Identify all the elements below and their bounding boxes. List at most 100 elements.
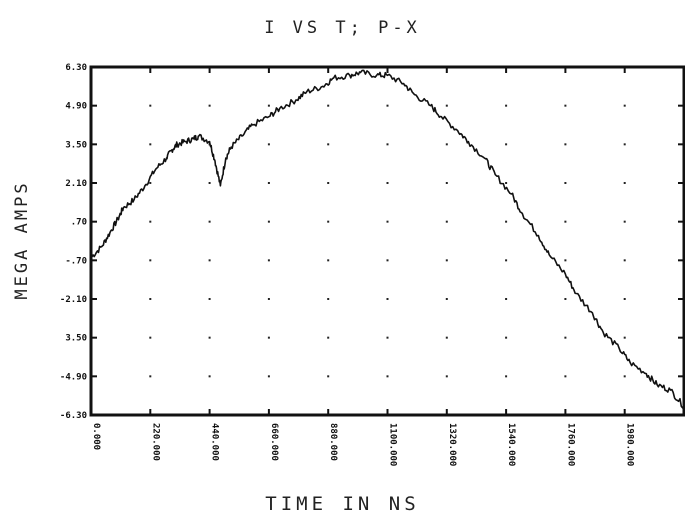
grid-dot [149, 143, 152, 146]
y-tick-label: -.70 [65, 256, 87, 266]
grid-dot [267, 375, 270, 378]
grid-dot [445, 220, 448, 223]
grid-dot [505, 182, 508, 184]
grid-dot [267, 298, 270, 300]
grid-dot [327, 336, 330, 339]
grid-dot [267, 259, 270, 262]
grid-dot [505, 143, 508, 146]
grid-dot [445, 182, 448, 184]
grid-dot [505, 375, 508, 378]
y-tick-label: 3.50 [65, 140, 87, 150]
grid-dot [149, 104, 152, 107]
grid-dot [267, 104, 270, 107]
grid-dot [208, 220, 211, 223]
grid-dot [445, 143, 448, 146]
grid-dot [386, 259, 389, 262]
grid-dot [386, 143, 389, 146]
grid-dot [149, 182, 152, 184]
y-tick-label: 3.50 [65, 334, 87, 344]
x-tick-label: 0.000 [91, 423, 101, 450]
grid-dot [208, 259, 211, 262]
plot-frame [89, 65, 685, 417]
x-tick-label: 440.000 [210, 423, 220, 461]
grid-dot [327, 259, 330, 262]
grid-dot [505, 336, 508, 339]
x-tick-label: 1320.000 [447, 423, 457, 466]
series-line [90, 69, 685, 409]
grid-dot [267, 336, 270, 339]
grid-dot [149, 375, 152, 378]
grid-dot [445, 298, 448, 300]
x-tick-label: 1980.000 [625, 423, 635, 466]
y-ticks: 6.30 4.90 3.50 2.10 .70 -.70 -2.10 3.50 -4.90 -6.… [60, 63, 684, 421]
grid-dot [564, 143, 567, 146]
grid-dot [623, 104, 626, 107]
grid-dot [623, 298, 626, 300]
grid-dot [208, 182, 211, 184]
grid-dot [505, 104, 508, 107]
y-tick-label: 6.30 [65, 63, 87, 73]
grid-dot [623, 182, 626, 184]
grid-dot [267, 220, 270, 223]
grid-dot [267, 182, 270, 184]
grid-dot [564, 259, 567, 262]
grid-dot [386, 220, 389, 223]
grid-dot [327, 104, 330, 107]
grid-dot [386, 375, 389, 378]
grid-dot [564, 220, 567, 223]
y-tick-label: -2.10 [60, 295, 87, 305]
grid-dot [623, 259, 626, 262]
grid-dot [564, 182, 567, 184]
y-tick-label: .70 [71, 218, 87, 228]
x-ticks: 0.000 220.000 440.000 660.000 880.000 1100.00… [90, 67, 685, 466]
grid-dot [208, 375, 211, 378]
grid-dot [149, 220, 152, 223]
grid-dot [564, 298, 567, 300]
grid-dot [208, 336, 211, 339]
grid-dot [149, 336, 152, 339]
grid-dot [327, 143, 330, 146]
grid-dot [327, 298, 330, 300]
x-tick-label: 660.000 [269, 423, 279, 461]
y-tick-label: 4.90 [65, 102, 87, 112]
grid-dot [386, 104, 389, 107]
y-tick-label: -6.30 [60, 411, 87, 421]
grid-dot [327, 220, 330, 223]
grid-dot [564, 104, 567, 107]
grid-dot [327, 375, 330, 378]
grid-dot [386, 182, 389, 184]
grid-dot [149, 259, 152, 262]
x-tick-label: 1540.000 [506, 423, 516, 466]
x-axis-label: TIME IN NS [265, 493, 420, 515]
x-tick-label: 880.000 [328, 423, 338, 461]
grid-dot [623, 336, 626, 339]
grid-dot [386, 336, 389, 339]
x-tick-label: 220.000 [150, 423, 160, 461]
grid-dot [149, 298, 152, 300]
grid-dot [267, 143, 270, 146]
grid-dot [623, 220, 626, 223]
grid-dot [505, 298, 508, 300]
x-tick-label: 1760.000 [565, 423, 575, 466]
grid-dot [445, 259, 448, 262]
chart-title: I VS T; P-X [264, 18, 421, 38]
grid-dot [445, 375, 448, 378]
grid-dot [623, 143, 626, 146]
y-tick-label: -4.90 [60, 372, 87, 382]
grid-dot [445, 336, 448, 339]
y-tick-label: 2.10 [65, 179, 87, 189]
grid-layer [149, 104, 626, 378]
grid-dot [208, 104, 211, 107]
grid-dot [327, 182, 330, 184]
grid-dot [564, 375, 567, 378]
x-tick-label: 1100.000 [388, 423, 398, 466]
grid-dot [445, 104, 448, 107]
grid-dot [623, 375, 626, 378]
grid-dot [505, 220, 508, 223]
grid-dot [208, 298, 211, 300]
grid-dot [505, 259, 508, 262]
grid-dot [564, 336, 567, 339]
grid-dot [386, 298, 389, 300]
